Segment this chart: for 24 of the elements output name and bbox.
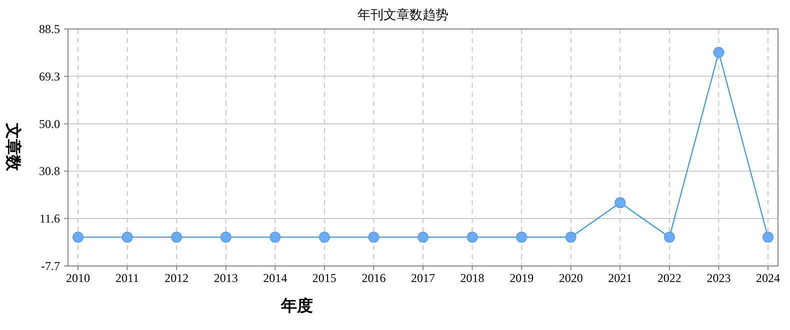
x-tick-label: 2016: [362, 271, 386, 285]
x-tick-label: 2010: [66, 271, 90, 285]
y-tick-label: 88.5: [39, 22, 60, 36]
x-tick-label: 2017: [411, 271, 435, 285]
x-tick-label: 2023: [706, 271, 731, 285]
x-tick-label: 2021: [608, 271, 632, 285]
y-tick-label: 30.8: [39, 164, 60, 178]
y-tick-label: -7.7: [41, 259, 60, 273]
y-tick-label: 69.3: [39, 69, 60, 84]
x-tick-label: 2013: [214, 271, 238, 285]
x-tick-label: 2024: [756, 271, 780, 285]
x-tick-label: 2014: [263, 271, 288, 285]
x-tick-label: 2018: [460, 271, 484, 285]
x-tick-label: 2015: [312, 271, 336, 285]
y-axis-title: 文章数: [4, 122, 22, 172]
x-axis-title: 年度: [280, 296, 313, 315]
x-tick-label: 2020: [558, 271, 583, 285]
chart-title: 年刊文章数趋势: [358, 7, 448, 22]
x-tick-label: 2022: [657, 271, 682, 285]
y-tick-label: 50.0: [39, 116, 60, 131]
x-tick-label: 2011: [116, 271, 140, 285]
y-tick-label: 11.6: [39, 211, 60, 226]
x-tick-label: 2019: [510, 271, 534, 285]
x-tick-label: 2012: [164, 271, 189, 285]
